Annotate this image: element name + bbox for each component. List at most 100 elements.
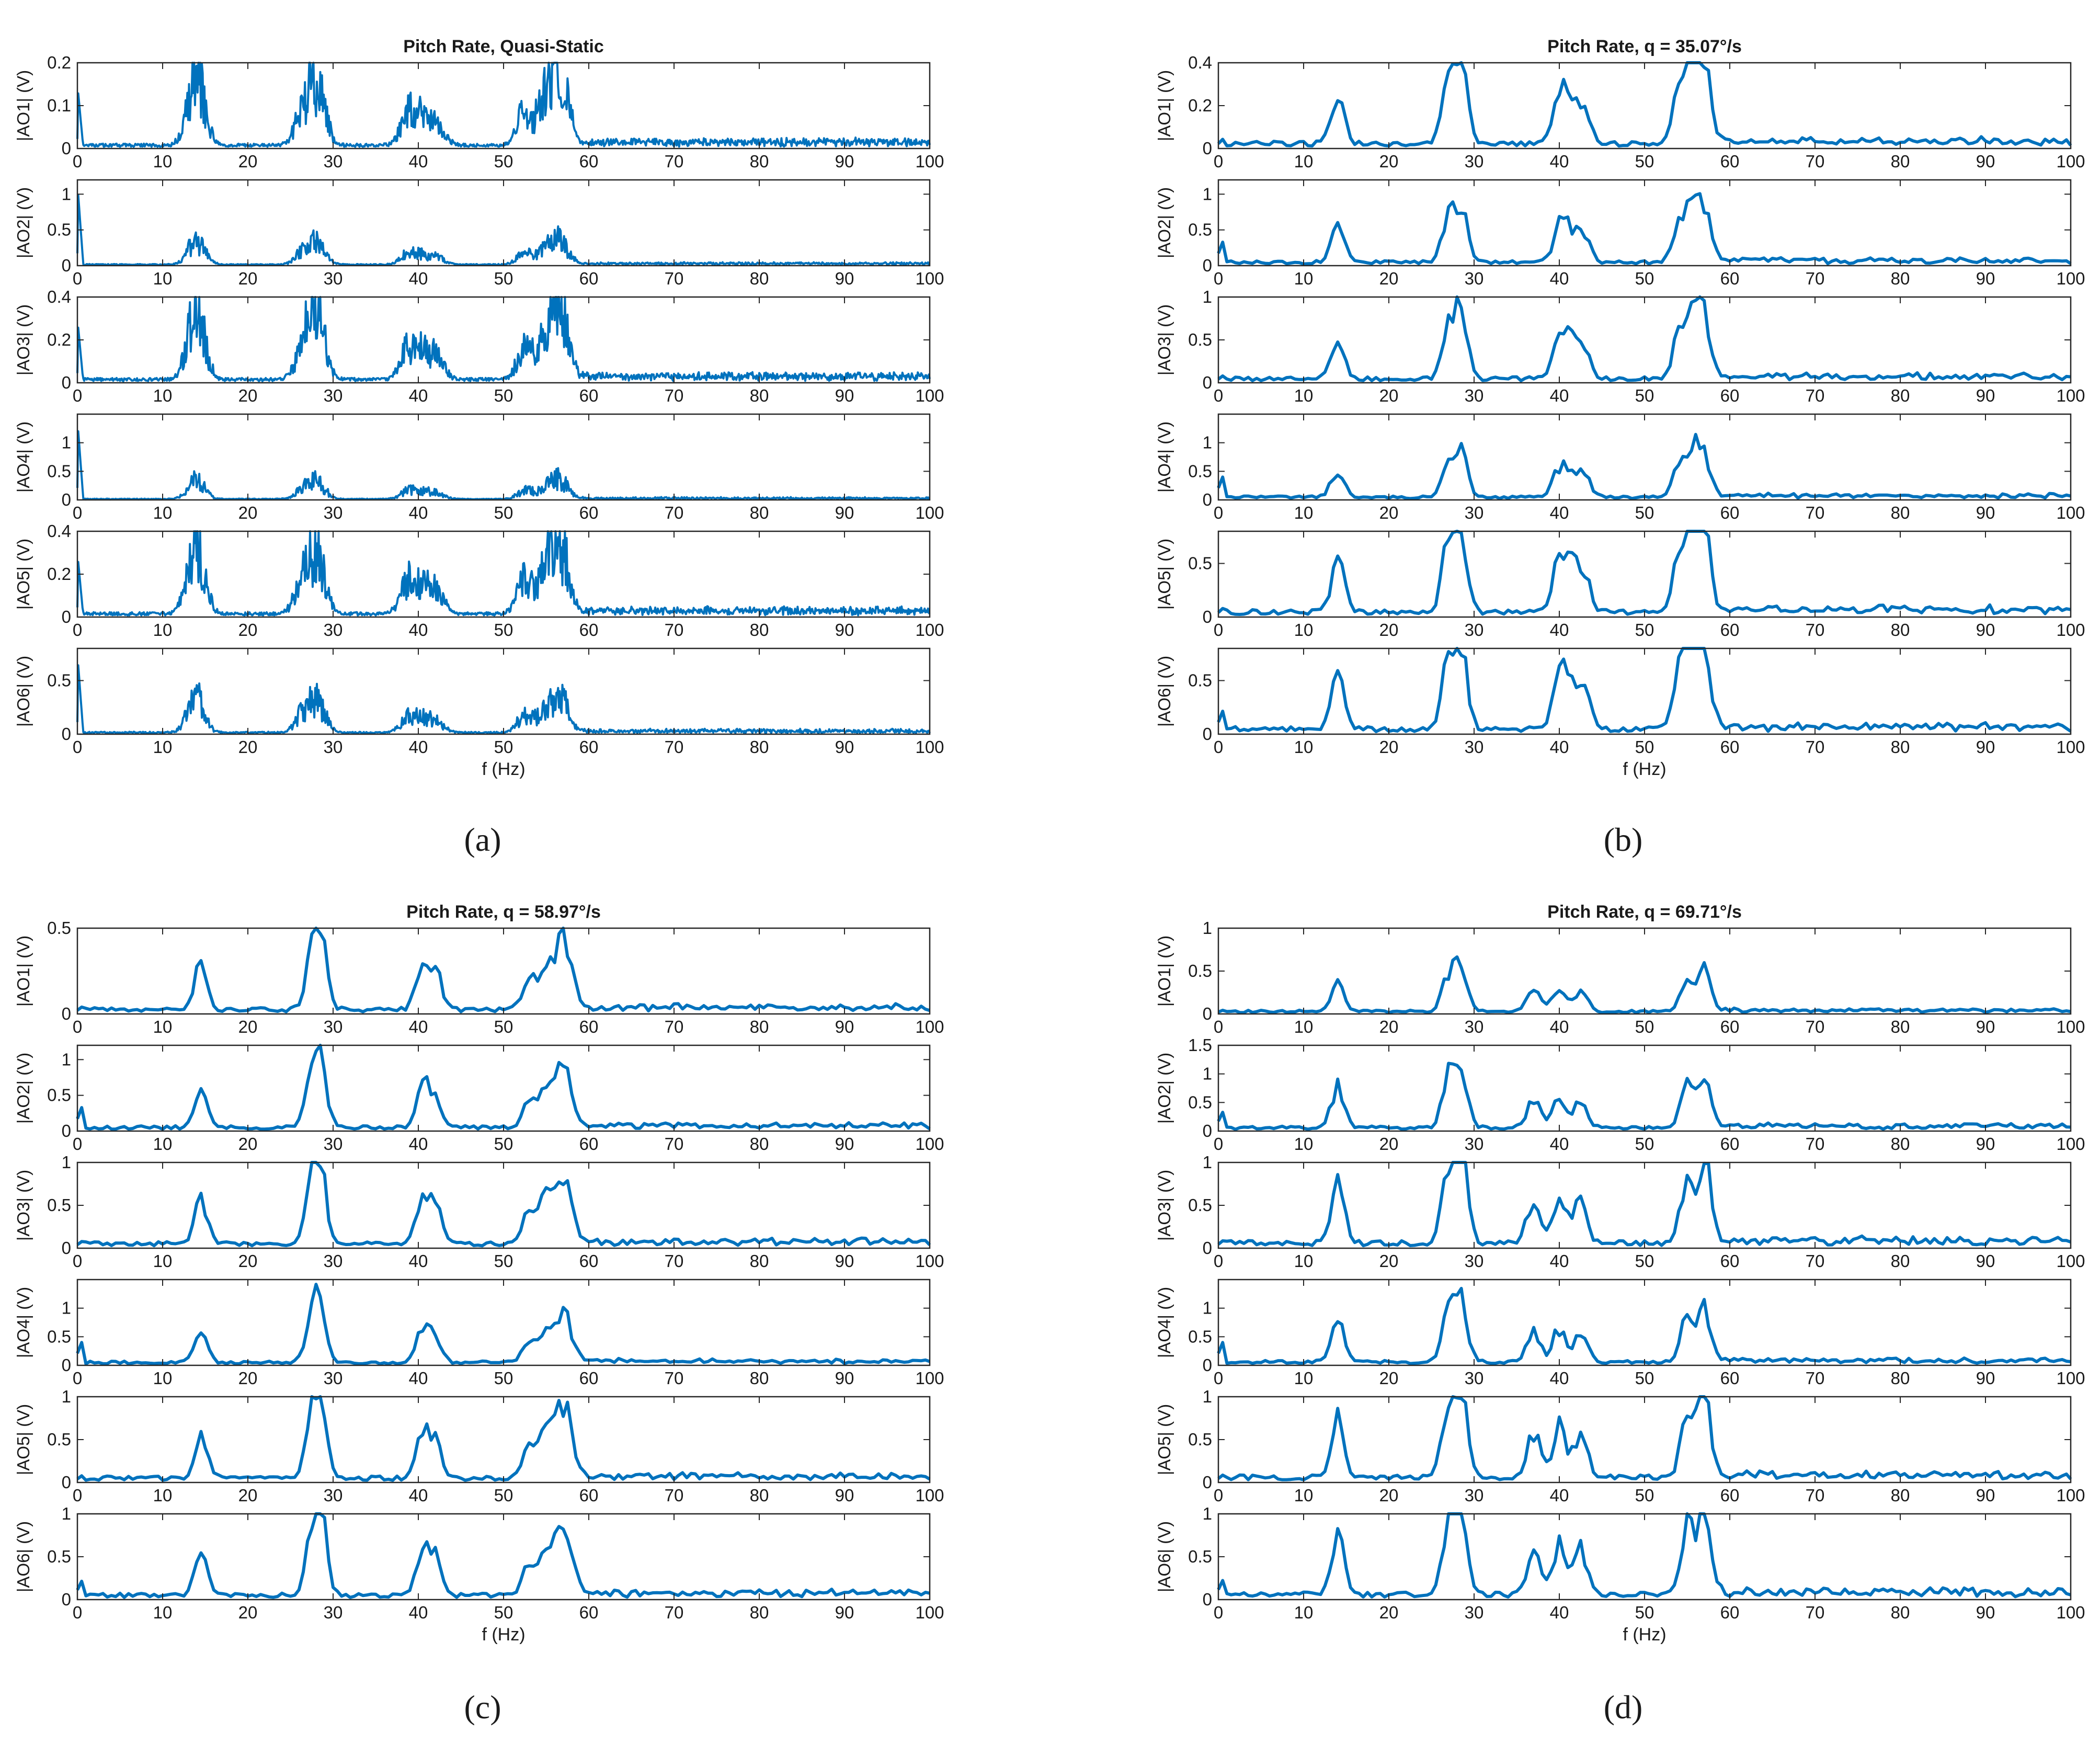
x-tick-label: 10 [1294,1603,1314,1622]
x-tick-label: 50 [494,1368,513,1388]
subplot-6: 0 10 20 30 40 50 60 70 80 90 100 0 0.5 |AO6| (V) [1155,647,2085,757]
y-axis-label: |AO2| (V) [1155,187,1174,258]
x-tick-label: 80 [1891,1603,1910,1622]
y-tick-label: 0.2 [47,564,71,584]
x-tick-label: 40 [409,152,428,171]
x-tick-label: 60 [579,1368,599,1388]
y-tick-label: 1 [1203,184,1212,203]
x-tick-label: 20 [1379,1251,1399,1271]
x-tick-label: 90 [1976,1368,1995,1388]
y-axis-label: |AO4| (V) [1155,1287,1174,1358]
x-tick-label: 100 [915,503,944,522]
x-tick-label: 40 [1550,386,1569,405]
x-tick-label: 40 [1550,1251,1569,1271]
x-tick-label: 100 [915,152,944,171]
x-tick-label: 70 [1806,1017,1825,1036]
y-tick-label: 0.5 [1188,330,1212,349]
x-tick-label: 0 [73,1486,82,1505]
x-tick-label: 60 [1720,503,1740,522]
x-tick-label: 30 [324,1251,343,1271]
x-tick-label: 60 [579,1603,599,1622]
x-tick-label: 50 [1635,620,1654,640]
x-tick-label: 60 [579,737,599,757]
x-tick-label: 70 [665,503,684,522]
y-tick-label: 0.5 [1188,1092,1212,1112]
subplot-4: 0 10 20 30 40 50 60 70 80 90 100 0 0.5 1 |AO4| (V) [14,413,944,522]
axes-box [76,1044,931,1132]
chart-title: Pitch Rate, q = 69.71°/s [1547,902,1742,922]
x-tick-label: 80 [1891,503,1910,522]
x-tick-label: 70 [1806,1486,1825,1505]
x-tick-label: 30 [1465,152,1484,171]
x-tick-label: 40 [1550,503,1569,522]
x-tick-label: 80 [1891,1368,1910,1388]
x-tick-label: 50 [494,1017,513,1036]
x-tick-label: 10 [153,503,173,522]
x-tick-label: 100 [2056,1603,2085,1622]
x-tick-label: 70 [1806,1368,1825,1388]
x-tick-label: 0 [1214,386,1223,405]
x-tick-label: 60 [579,152,599,171]
x-tick-label: 40 [1550,152,1569,171]
x-tick-label: 0 [73,503,82,522]
x-tick-label: 10 [1294,503,1314,522]
x-tick-label: 40 [409,1368,428,1388]
series-line [76,927,930,1013]
y-tick-label: 0 [1203,607,1212,626]
x-tick-label: 80 [750,269,769,288]
x-tick-label: 10 [153,269,173,288]
x-tick-label: 60 [1720,386,1740,405]
x-tick-label: 100 [915,1368,944,1388]
y-tick-label: 0.5 [47,1430,71,1449]
x-tick-label: 60 [579,1017,599,1036]
x-tick-label: 50 [1635,269,1654,288]
x-tick-label: 0 [1214,1251,1223,1271]
x-tick-label: 0 [1214,737,1223,757]
x-tick-label: 90 [835,1368,854,1388]
y-tick-label: 0 [1203,1004,1212,1023]
y-tick-label: 0.5 [47,918,71,938]
x-tick-label: 30 [1465,737,1484,757]
x-tick-label: 0 [1214,620,1223,640]
x-tick-label: 90 [835,1134,854,1154]
series-line [76,1395,931,1482]
x-tick-label: 80 [750,386,769,405]
x-tick-label: 40 [409,386,428,405]
x-tick-label: 0 [1214,1017,1223,1036]
y-tick-label: 0 [62,607,71,626]
panel-label: (c) [464,1688,501,1726]
subplot-2: 0 10 20 30 40 50 60 70 80 90 100 0 0.5 1 |AO2| (V) [14,1044,944,1154]
y-tick-label: 1 [62,1049,71,1069]
x-tick-label: 30 [324,152,343,171]
x-tick-label: 80 [750,1486,769,1505]
x-tick-label: 100 [2056,503,2085,522]
series-line [76,1283,931,1366]
x-tick-label: 60 [579,269,599,288]
x-tick-label: 20 [1379,386,1399,405]
x-tick-label: 0 [1214,269,1223,288]
y-tick-label: 0 [1203,1590,1212,1609]
x-tick-label: 40 [409,1603,428,1622]
x-tick-label: 10 [153,386,173,405]
x-tick-label: 100 [915,1251,944,1271]
x-tick-label: 30 [1465,1251,1484,1271]
series-line [1217,530,2071,616]
x-tick-label: 80 [1891,1251,1910,1271]
x-tick-label: 40 [1550,1486,1569,1505]
x-tick-label: 70 [665,1134,684,1154]
subplot-3: 0 10 20 30 40 50 60 70 80 90 100 0 0.2 0.4 |AO3| (V) [14,287,944,405]
x-tick-label: 70 [1806,737,1825,757]
x-tick-label: 0 [73,1251,82,1271]
y-axis-label: |AO3| (V) [1155,304,1174,375]
y-tick-label: 0.5 [1188,1195,1212,1215]
series-line [76,664,931,735]
x-tick-label: 0 [1214,1486,1223,1505]
subplot-6: 0 10 20 30 40 50 60 70 80 90 100 0 0.5 |AO6| (V) [14,647,944,757]
x-tick-label: 30 [324,620,343,640]
subplot-1: 0 10 20 30 40 50 60 70 80 90 100 0 0.1 0.2 |AO1| (V) [14,53,944,171]
x-tick-label: 40 [409,737,428,757]
x-tick-label: 10 [153,620,173,640]
y-tick-label: 0 [1203,490,1212,509]
x-tick-label: 30 [324,1134,343,1154]
